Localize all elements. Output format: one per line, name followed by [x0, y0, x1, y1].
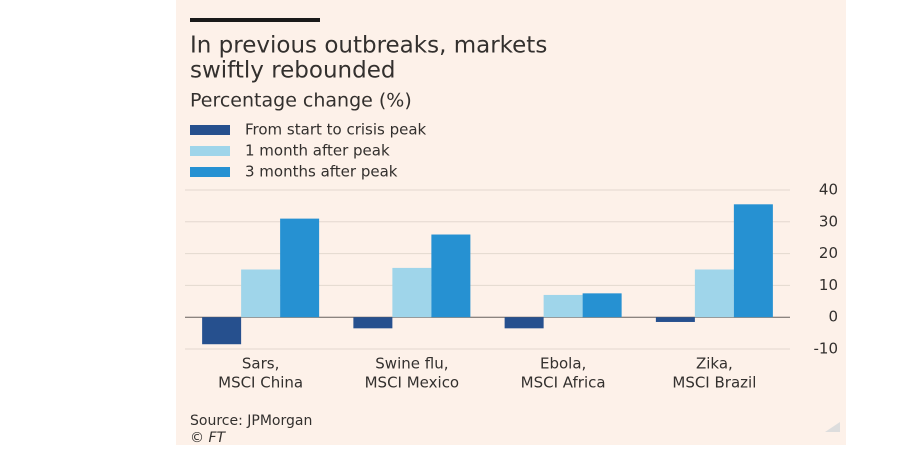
bar: [392, 267, 432, 318]
subtitle: Percentage change (%): [190, 90, 412, 112]
y-tick-label: 10: [819, 276, 838, 294]
chart-title: In previous outbreaks, markets: [190, 33, 547, 59]
bar: [202, 317, 242, 345]
y-tick-label: 20: [819, 244, 838, 262]
y-tick-label: 30: [819, 212, 838, 230]
x-tick-label: MSCI Africa: [521, 374, 606, 392]
chart-title: swiftly rebounded: [190, 58, 395, 84]
x-tick-label: MSCI Brazil: [672, 374, 756, 392]
x-tick-label: Swine flu,: [375, 355, 448, 373]
legend-swatch: [190, 125, 230, 135]
y-tick-label: -10: [814, 340, 839, 358]
bar: [733, 204, 773, 318]
bar: [431, 234, 471, 318]
x-tick-label: Zika,: [696, 355, 733, 373]
title-bar: [190, 18, 320, 22]
bar: [353, 317, 393, 329]
x-tick-label: Sars,: [242, 355, 279, 373]
bar: [504, 317, 544, 329]
x-tick-label: MSCI China: [218, 374, 303, 392]
legend-label: From start to crisis peak: [245, 121, 427, 139]
bar: [543, 294, 583, 318]
x-tick-label: Ebola,: [540, 355, 586, 373]
bar: [241, 269, 281, 318]
y-tick-label: 40: [819, 181, 838, 199]
credit: © FT: [190, 430, 227, 446]
legend-label: 1 month after peak: [245, 142, 390, 160]
legend-swatch: [190, 146, 230, 156]
y-tick-label: 0: [828, 308, 838, 326]
legend-label: 3 months after peak: [245, 163, 398, 181]
legend-swatch: [190, 167, 230, 177]
x-tick-label: MSCI Mexico: [365, 374, 460, 392]
bar: [655, 317, 695, 322]
bar: [582, 293, 622, 318]
bar: [694, 269, 734, 318]
bar: [280, 218, 320, 318]
resize-handle: [825, 422, 840, 432]
source: Source: JPMorgan: [190, 413, 312, 429]
